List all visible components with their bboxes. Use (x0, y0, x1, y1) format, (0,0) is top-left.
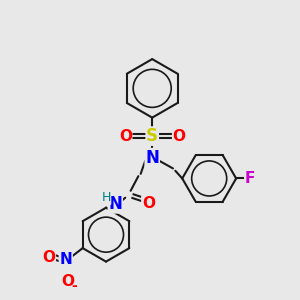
Text: N: N (108, 195, 122, 213)
Text: O: O (142, 196, 155, 211)
Text: O: O (173, 129, 186, 144)
Text: F: F (245, 171, 255, 186)
Text: O: O (42, 250, 55, 265)
Text: O: O (119, 129, 132, 144)
Text: O: O (61, 274, 74, 289)
Text: H: H (101, 191, 111, 204)
Text: -: - (71, 279, 77, 293)
Text: S: S (146, 127, 158, 145)
Text: N: N (59, 252, 72, 267)
Text: N: N (145, 149, 159, 167)
